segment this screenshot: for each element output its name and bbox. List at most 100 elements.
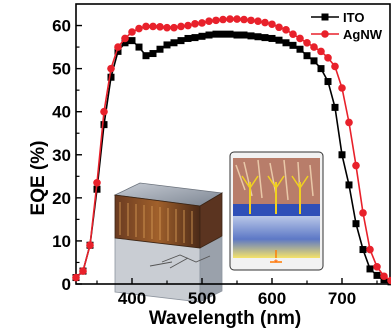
- data-point-agnw: [289, 30, 297, 38]
- data-point-agnw: [163, 24, 171, 32]
- data-point-agnw: [72, 274, 80, 282]
- data-point-agnw: [373, 263, 381, 271]
- data-point-ito: [213, 31, 220, 38]
- data-point-agnw: [226, 15, 234, 23]
- legend-label-agnw: AgNW: [343, 27, 383, 42]
- data-point-ito: [206, 32, 213, 39]
- y-tick-label-40: 40: [52, 103, 71, 122]
- data-point-agnw: [303, 39, 311, 47]
- data-point-ito: [255, 33, 262, 40]
- data-point-ito: [353, 220, 360, 227]
- data-point-ito: [164, 41, 171, 48]
- data-point-agnw: [366, 246, 374, 254]
- data-point-agnw: [282, 26, 290, 34]
- data-point-agnw: [212, 17, 220, 25]
- data-point-agnw: [205, 17, 213, 25]
- data-point-ito: [346, 181, 353, 188]
- data-point-agnw: [198, 19, 206, 27]
- data-point-agnw: [359, 209, 367, 217]
- data-point-ito: [101, 121, 108, 128]
- y-tick-label-10: 10: [52, 232, 71, 251]
- data-point-ito: [339, 151, 346, 158]
- data-point-agnw: [240, 16, 248, 24]
- data-point-agnw: [233, 15, 241, 23]
- data-point-ito: [220, 31, 227, 38]
- data-point-ito: [262, 34, 269, 41]
- data-point-ito: [241, 32, 248, 39]
- data-point-ito: [171, 39, 178, 46]
- device-schematic-inset: *: [115, 152, 323, 302]
- data-point-ito: [290, 42, 297, 49]
- data-point-agnw: [296, 35, 304, 43]
- data-point-agnw: [121, 35, 129, 43]
- svg-text:*: *: [274, 258, 278, 269]
- data-point-agnw: [191, 20, 199, 28]
- x-tick-label-700: 700: [328, 289, 356, 308]
- data-point-ito: [374, 272, 381, 279]
- data-point-ito: [276, 37, 283, 44]
- data-point-agnw: [149, 23, 157, 31]
- data-point-ito: [360, 246, 367, 253]
- data-point-ito: [297, 46, 304, 53]
- data-point-ito: [150, 50, 157, 57]
- y-axis-label: EQE (%): [28, 141, 49, 216]
- legend-marker-agnw: [321, 30, 329, 38]
- data-point-agnw: [100, 108, 108, 116]
- data-point-agnw: [184, 22, 192, 30]
- data-point-ito: [199, 33, 206, 40]
- data-point-agnw: [310, 43, 318, 51]
- y-tick-label-30: 30: [52, 146, 71, 165]
- y-tick-label-0: 0: [62, 275, 71, 294]
- data-point-agnw: [107, 65, 115, 73]
- data-point-ito: [185, 35, 192, 42]
- x-tick-label-500: 500: [188, 289, 216, 308]
- data-point-agnw: [268, 20, 276, 28]
- data-point-ito: [157, 46, 164, 53]
- data-point-ito: [136, 44, 143, 51]
- legend: ITO AgNW: [311, 10, 383, 42]
- data-point-ito: [325, 78, 332, 85]
- data-point-agnw: [128, 28, 136, 36]
- legend-label-ito: ITO: [343, 10, 364, 25]
- data-point-agnw: [275, 23, 283, 31]
- data-point-agnw: [86, 241, 94, 249]
- data-point-ito: [129, 37, 136, 44]
- data-point-agnw: [317, 48, 325, 56]
- data-point-ito: [367, 265, 374, 272]
- data-point-agnw: [135, 25, 143, 33]
- data-point-ito: [269, 35, 276, 42]
- data-point-ito: [283, 39, 290, 46]
- data-point-ito: [143, 52, 150, 59]
- data-point-agnw: [254, 17, 262, 25]
- x-tick-label-400: 400: [118, 289, 146, 308]
- data-point-agnw: [345, 119, 353, 127]
- y-tick-label-20: 20: [52, 189, 71, 208]
- data-point-agnw: [177, 23, 185, 31]
- cross-section-inset: *: [230, 152, 323, 270]
- data-point-ito: [248, 32, 255, 39]
- data-point-agnw: [261, 19, 269, 27]
- data-point-agnw: [331, 63, 339, 71]
- data-point-agnw: [114, 43, 122, 51]
- data-point-agnw: [352, 162, 360, 170]
- data-point-ito: [227, 31, 234, 38]
- data-point-agnw: [338, 84, 346, 92]
- x-tick-label-600: 600: [258, 289, 286, 308]
- legend-marker-ito: [322, 14, 329, 21]
- data-point-ito: [178, 37, 185, 44]
- data-point-ito: [311, 57, 318, 64]
- data-point-agnw: [156, 23, 164, 31]
- data-point-agnw: [380, 272, 388, 280]
- data-point-agnw: [79, 267, 87, 275]
- x-axis-label: Wavelength (nm): [149, 308, 301, 329]
- data-point-agnw: [142, 23, 150, 31]
- data-point-ito: [234, 32, 241, 39]
- data-point-ito: [192, 34, 199, 41]
- data-point-agnw: [93, 179, 101, 187]
- data-point-ito: [332, 104, 339, 111]
- data-point-agnw: [170, 24, 178, 32]
- data-point-agnw: [324, 54, 332, 62]
- y-tick-label-60: 60: [52, 17, 71, 36]
